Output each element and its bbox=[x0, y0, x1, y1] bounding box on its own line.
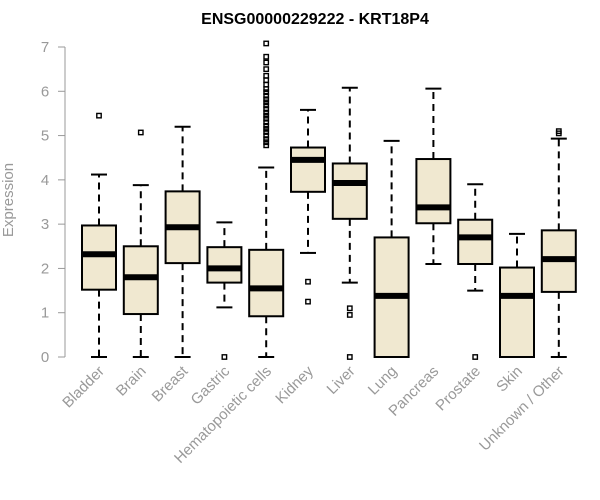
box-pancreas bbox=[415, 87, 452, 265]
box-gastric bbox=[206, 221, 243, 360]
box-bladder bbox=[81, 112, 117, 358]
outlier-point bbox=[263, 106, 270, 112]
outlier-point bbox=[555, 128, 562, 135]
box-brain bbox=[122, 129, 159, 358]
box-iqr bbox=[415, 158, 452, 225]
outlier-point bbox=[263, 59, 270, 66]
outlier-point bbox=[263, 139, 270, 146]
outlier-point bbox=[305, 298, 311, 305]
y-tick-label: 7 bbox=[41, 39, 49, 56]
x-tick-label: Lung bbox=[365, 363, 401, 399]
outlier-point bbox=[96, 112, 102, 119]
outlier-point bbox=[263, 112, 270, 119]
outlier-point bbox=[346, 305, 353, 312]
outlier-point bbox=[263, 119, 270, 126]
x-tick-label: Breast bbox=[149, 362, 192, 405]
y-ticks: 0 1 2 3 4 5 6 7 bbox=[41, 39, 65, 366]
chart-title: ENSG00000229222 - KRT18P4 bbox=[201, 11, 429, 28]
x-tick-label: Skin bbox=[493, 363, 526, 396]
y-tick-label: 3 bbox=[41, 216, 49, 233]
box-prostate bbox=[457, 183, 494, 360]
box-lung bbox=[373, 139, 410, 358]
outlier-point bbox=[263, 132, 270, 139]
outlier-point bbox=[263, 109, 270, 116]
box-skin bbox=[499, 232, 535, 358]
box-unknown-other bbox=[540, 128, 577, 358]
box-iqr bbox=[331, 162, 368, 220]
outlier-point bbox=[263, 92, 270, 99]
x-tick-label: Kidney bbox=[272, 362, 317, 407]
box-liver bbox=[331, 86, 368, 360]
outlier-point bbox=[263, 122, 270, 129]
x-tick-label: Prostate bbox=[432, 363, 484, 415]
y-tick-label: 6 bbox=[41, 83, 49, 100]
outlier-point bbox=[137, 129, 144, 136]
outlier-point bbox=[221, 354, 228, 360]
box-iqr bbox=[206, 246, 243, 284]
box-iqr bbox=[457, 218, 494, 265]
outlier-point bbox=[263, 142, 270, 149]
box-iqr bbox=[499, 266, 535, 358]
outlier-point bbox=[263, 126, 270, 132]
box-breast bbox=[164, 125, 201, 358]
outlier-point bbox=[263, 96, 270, 103]
y-tick-label: 5 bbox=[41, 128, 49, 145]
y-tick-label: 1 bbox=[41, 305, 49, 322]
boxes bbox=[81, 40, 577, 360]
y-axis-label: Expression bbox=[0, 163, 17, 237]
outlier-point bbox=[263, 102, 270, 109]
box-kidney bbox=[290, 108, 326, 305]
box-iqr bbox=[248, 248, 285, 318]
x-tick-label: Brain bbox=[113, 363, 150, 400]
x-tick-label: Bladder bbox=[59, 363, 108, 412]
y-tick-label: 4 bbox=[41, 172, 49, 189]
outlier-point bbox=[263, 115, 270, 122]
outlier-point bbox=[263, 53, 270, 60]
outlier-point bbox=[472, 354, 479, 360]
outlier-point bbox=[346, 312, 353, 318]
outlier-point bbox=[346, 354, 353, 360]
box-iqr bbox=[290, 146, 326, 193]
outlier-point bbox=[263, 136, 270, 143]
x-tick-label: Liver bbox=[324, 363, 359, 398]
outlier-point bbox=[263, 129, 270, 135]
outlier-point bbox=[263, 40, 270, 47]
outlier-point bbox=[263, 72, 270, 79]
y-tick-label: 2 bbox=[41, 260, 49, 277]
y-tick-label: 0 bbox=[41, 349, 49, 366]
box-hematopoietic-cells bbox=[248, 40, 285, 358]
outlier-point bbox=[263, 89, 270, 96]
outlier-point bbox=[305, 278, 311, 285]
outlier-point bbox=[263, 66, 270, 73]
outlier-point bbox=[263, 99, 270, 106]
box-iqr bbox=[81, 224, 117, 291]
